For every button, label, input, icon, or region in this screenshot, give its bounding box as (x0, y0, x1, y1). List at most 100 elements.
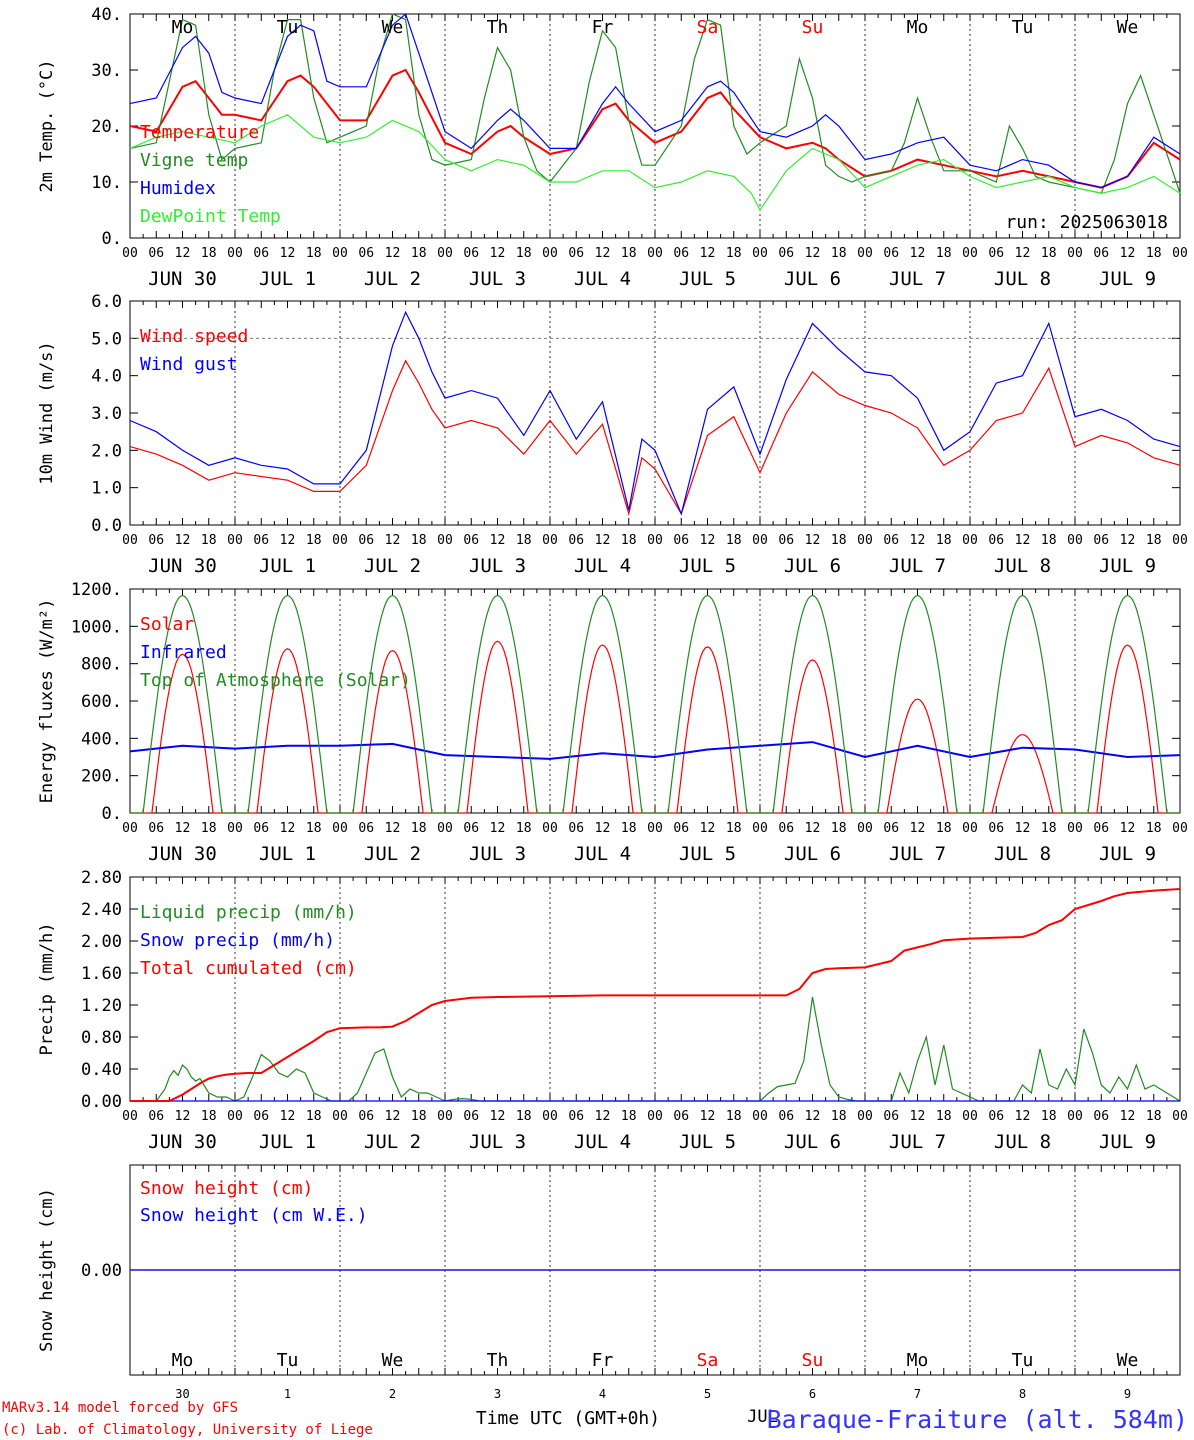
hour-label: 18 (306, 533, 322, 548)
hour-label: 18 (726, 246, 742, 261)
date-label: JUN 30 (148, 268, 217, 290)
hour-label: 12 (700, 246, 716, 261)
hour-label: 12 (280, 821, 296, 836)
hour-label: 06 (253, 246, 269, 261)
hour-label: 06 (568, 533, 584, 548)
series-line-2-2 (129, 310, 1181, 516)
hour-label: 12 (385, 1109, 401, 1124)
weekday-label: Tu (1012, 1350, 1034, 1371)
day-number: 9 (1124, 1387, 1131, 1401)
y-tick-label: 1200. (71, 580, 122, 600)
legend-entry: Humidex (140, 178, 216, 199)
hour-label: 12 (700, 533, 716, 548)
weekday-label: Tu (277, 1350, 299, 1371)
legend-entry: Top of Atmosphere (Solar) (140, 670, 411, 691)
hour-label: 12 (175, 821, 191, 836)
y-tick-label: 30. (91, 61, 122, 81)
hour-label: 06 (673, 246, 689, 261)
hour-label: 18 (516, 821, 532, 836)
y-tick-label: 0.0 (91, 516, 122, 536)
y-tick-label: 10. (91, 173, 122, 193)
hour-label: 12 (1120, 246, 1136, 261)
y-tick-label: 1.0 (91, 479, 122, 499)
hour-label: 18 (726, 821, 742, 836)
hour-label: 06 (988, 533, 1004, 548)
legend-entry: Vigne temp (140, 150, 248, 171)
hour-label: 00 (542, 821, 558, 836)
day-number: 6 (809, 1387, 816, 1401)
date-label: JUL 2 (364, 843, 421, 865)
weekday-label: We (382, 17, 404, 38)
series-line-4-3 (130, 888, 1181, 1102)
hour-label: 00 (227, 533, 243, 548)
y-tick-label: 4.0 (91, 367, 122, 387)
hour-label: 06 (883, 821, 899, 836)
date-label: JUL 7 (889, 843, 946, 865)
hour-label: 06 (883, 1109, 899, 1124)
hour-label: 12 (280, 533, 296, 548)
hour-label: 18 (201, 821, 217, 836)
date-label: JUL 4 (574, 843, 631, 865)
date-label: JUL 4 (574, 1131, 631, 1153)
y-tick-label: 0.40 (81, 1060, 122, 1080)
hour-label: 06 (358, 246, 374, 261)
hour-label: 00 (1067, 1109, 1083, 1124)
hour-label: 06 (1093, 1109, 1109, 1124)
hour-label: 00 (647, 821, 663, 836)
hour-label: 18 (1041, 533, 1057, 548)
hour-label: 00 (1172, 246, 1188, 261)
hour-label: 00 (332, 533, 348, 548)
date-label: JUL 8 (994, 555, 1051, 577)
hour-label: 12 (595, 533, 611, 548)
hour-label: 06 (673, 821, 689, 836)
hour-label: 18 (1041, 821, 1057, 836)
series-line-3-2 (129, 741, 1181, 760)
hour-label: 18 (831, 1109, 847, 1124)
hour-label: 00 (857, 246, 873, 261)
hour-label: 06 (988, 1109, 1004, 1124)
hour-label: 06 (463, 533, 479, 548)
y-axis-label: 2m Temp. (°C) (37, 59, 57, 192)
date-label: JUL 4 (574, 555, 631, 577)
hour-label: 06 (1093, 246, 1109, 261)
hour-label: 18 (516, 1109, 532, 1124)
series-line-2-1 (129, 359, 1181, 517)
hour-label: 18 (1146, 821, 1162, 836)
date-label: JUL 5 (679, 843, 736, 865)
hour-label: 06 (358, 1109, 374, 1124)
hour-label: 00 (752, 246, 768, 261)
series-line-3-3 (130, 594, 1180, 814)
legend-entry: Snow height (cm W.E.) (140, 1205, 368, 1226)
hour-label: 06 (778, 1109, 794, 1124)
y-tick-label: 200. (81, 767, 122, 787)
date-label: JUL 9 (1099, 843, 1156, 865)
hour-label: 12 (910, 1109, 926, 1124)
hour-label: 00 (437, 533, 453, 548)
y-tick-label: 20. (91, 117, 122, 137)
hour-label: 06 (463, 246, 479, 261)
hour-label: 00 (1067, 821, 1083, 836)
date-label: JUL 6 (784, 555, 841, 577)
hour-label: 12 (1015, 1109, 1031, 1124)
hour-label: 00 (752, 533, 768, 548)
legend-entry: Infrared (140, 642, 227, 663)
hour-label: 12 (805, 246, 821, 261)
day-number: 8 (1019, 1387, 1026, 1401)
hour-label: 18 (411, 246, 427, 261)
y-tick-label: 400. (81, 729, 122, 749)
hour-label: 18 (516, 246, 532, 261)
hour-label: 12 (805, 533, 821, 548)
date-label: JUL 5 (679, 1131, 736, 1153)
hour-label: 12 (910, 246, 926, 261)
hour-label: 06 (883, 246, 899, 261)
y-tick-label: 0.80 (81, 1028, 122, 1048)
hour-label: 12 (700, 821, 716, 836)
legend-entry: Solar (140, 614, 194, 635)
hour-label: 06 (253, 1109, 269, 1124)
hour-label: 18 (621, 1109, 637, 1124)
hour-label: 06 (463, 821, 479, 836)
y-tick-label: 6.0 (91, 292, 122, 312)
date-label: JUL 8 (994, 268, 1051, 290)
date-label: JUL 8 (994, 843, 1051, 865)
